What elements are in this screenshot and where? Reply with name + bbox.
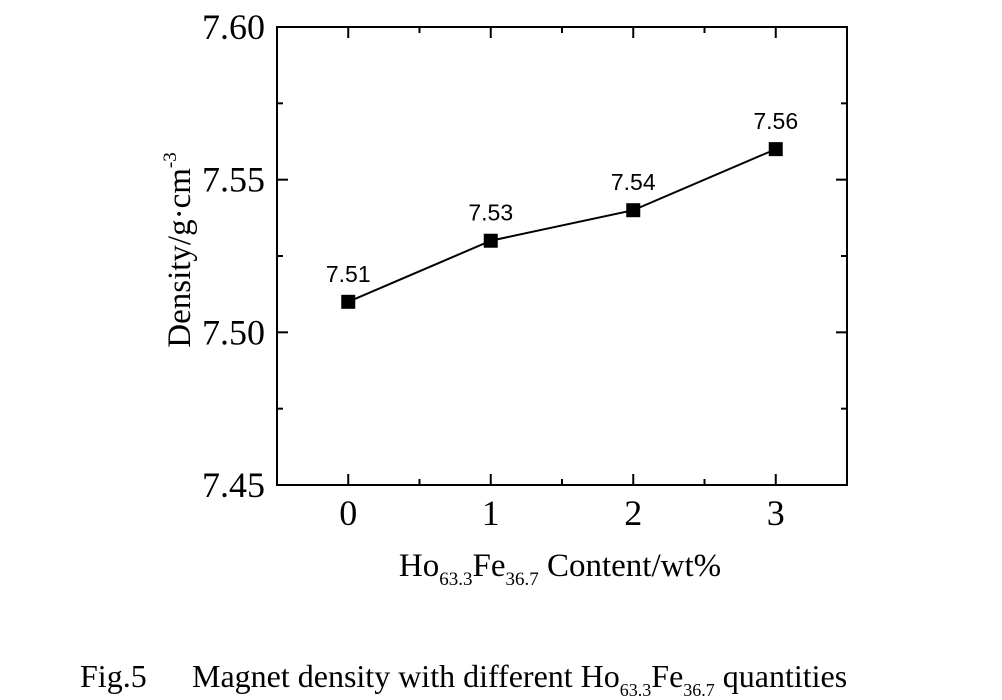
- caption-rest: quantities: [715, 658, 847, 694]
- x-axis-title-sub1: 63.3: [439, 569, 472, 590]
- y-tick-label: 7.55: [202, 160, 265, 200]
- y-axis-title-exponent: -3: [160, 152, 181, 168]
- caption-fe: Fe: [651, 658, 683, 694]
- x-tick-label: 0: [339, 493, 357, 533]
- x-axis-title-sub2: 36.7: [505, 569, 538, 590]
- x-axis-title-ho: Ho: [399, 548, 439, 584]
- data-markers: [341, 142, 783, 309]
- y-tick-label: 7.60: [202, 7, 265, 47]
- data-point-marker: [483, 233, 498, 248]
- x-axis-title-fe: Fe: [472, 548, 505, 584]
- data-point-marker: [626, 203, 641, 218]
- data-point-marker: [768, 142, 783, 157]
- x-tick-label: 3: [767, 493, 785, 533]
- x-tick-label: 1: [482, 493, 500, 533]
- caption-sub2: 36.7: [683, 680, 715, 700]
- caption-sub1: 63.3: [620, 680, 652, 700]
- y-tick-labels: 7.45 7.50 7.55 7.60: [202, 7, 265, 505]
- y-axis-title: Density/g·cm-3: [160, 152, 198, 347]
- data-point-marker: [341, 294, 356, 309]
- data-value-label: 7.54: [611, 169, 656, 195]
- data-value-label: 7.56: [753, 108, 798, 134]
- data-labels: 7.51 7.53 7.54 7.56: [326, 108, 798, 287]
- density-series-line: [347, 148, 777, 303]
- x-axis-title: Ho63.3Fe36.7 Content/wt%: [399, 548, 721, 590]
- y-axis-title-base: Density/g·cm: [162, 168, 198, 348]
- x-tick-label: 2: [624, 493, 642, 533]
- data-value-label: 7.53: [468, 200, 513, 226]
- caption-prefix: Fig.5: [80, 658, 147, 694]
- caption-text: Magnet density with different Ho: [192, 658, 620, 694]
- x-tick-labels: 0 1 2 3: [339, 493, 785, 533]
- axis-ticks: [277, 26, 847, 486]
- y-tick-label: 7.50: [202, 312, 265, 352]
- data-value-label: 7.51: [326, 261, 371, 287]
- y-tick-label: 7.45: [202, 465, 265, 505]
- x-axis-title-rest: Content/wt%: [539, 548, 721, 584]
- figure-caption: Fig.5 Magnet density with different Ho63.…: [80, 658, 847, 700]
- plot-frame: [276, 26, 848, 486]
